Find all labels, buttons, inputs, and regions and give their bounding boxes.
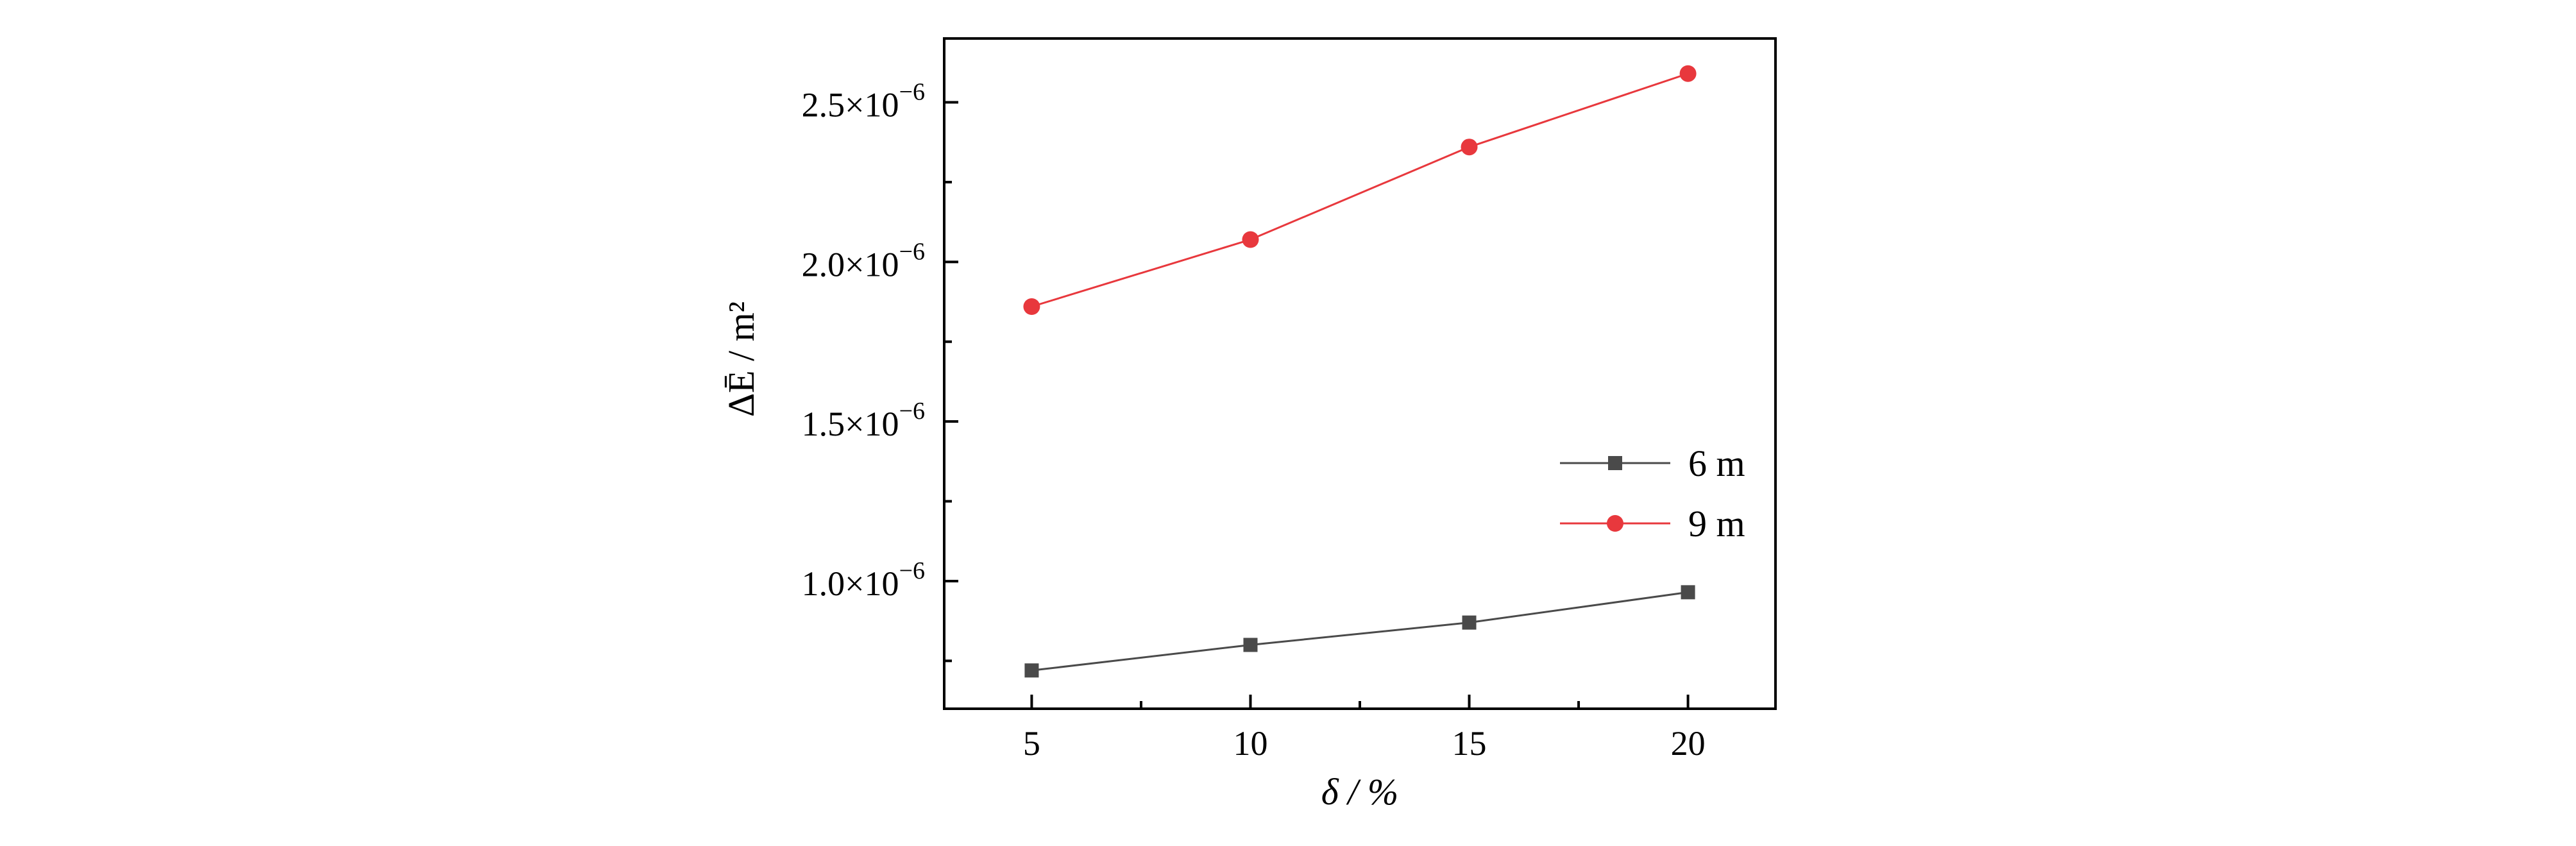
data-point bbox=[1681, 585, 1695, 600]
y-tick-label: 2.0×10−6 bbox=[802, 238, 925, 283]
legend-marker bbox=[1608, 456, 1622, 470]
x-tick-label: 20 bbox=[1671, 724, 1706, 763]
legend-label: 9 m bbox=[1688, 503, 1745, 545]
y-tick-label: 2.5×10−6 bbox=[802, 79, 925, 124]
data-point bbox=[1679, 65, 1697, 82]
series-layer bbox=[1023, 65, 1697, 678]
x-tick-label: 5 bbox=[1023, 724, 1040, 763]
x-tick-label: 10 bbox=[1233, 724, 1267, 763]
series-line bbox=[1031, 72, 1689, 308]
data-point bbox=[1023, 298, 1040, 315]
series-line bbox=[1031, 591, 1688, 672]
y-axis: 1.0×10−6 1.5×10−6 2.0×10−6 2.5×10−6 bbox=[802, 79, 958, 663]
plot-frame bbox=[943, 37, 1777, 710]
data-point bbox=[1024, 663, 1039, 678]
legend: 6 m9 m bbox=[1560, 443, 1745, 545]
x-axis: 5 10 15 20 bbox=[1023, 695, 1706, 763]
data-point bbox=[1462, 615, 1477, 630]
y-axis-title: ΔĒ / m² bbox=[720, 301, 762, 417]
legend-label: 6 m bbox=[1688, 443, 1745, 484]
y-tick-label: 1.0×10−6 bbox=[802, 557, 925, 603]
legend-marker bbox=[1607, 515, 1623, 532]
data-point bbox=[1242, 231, 1259, 248]
y-tick-label: 1.5×10−6 bbox=[802, 398, 925, 443]
x-tick-label: 15 bbox=[1452, 724, 1487, 763]
x-axis-title: δ / % bbox=[1321, 771, 1398, 813]
data-point bbox=[1461, 139, 1478, 156]
data-point bbox=[1243, 638, 1258, 652]
